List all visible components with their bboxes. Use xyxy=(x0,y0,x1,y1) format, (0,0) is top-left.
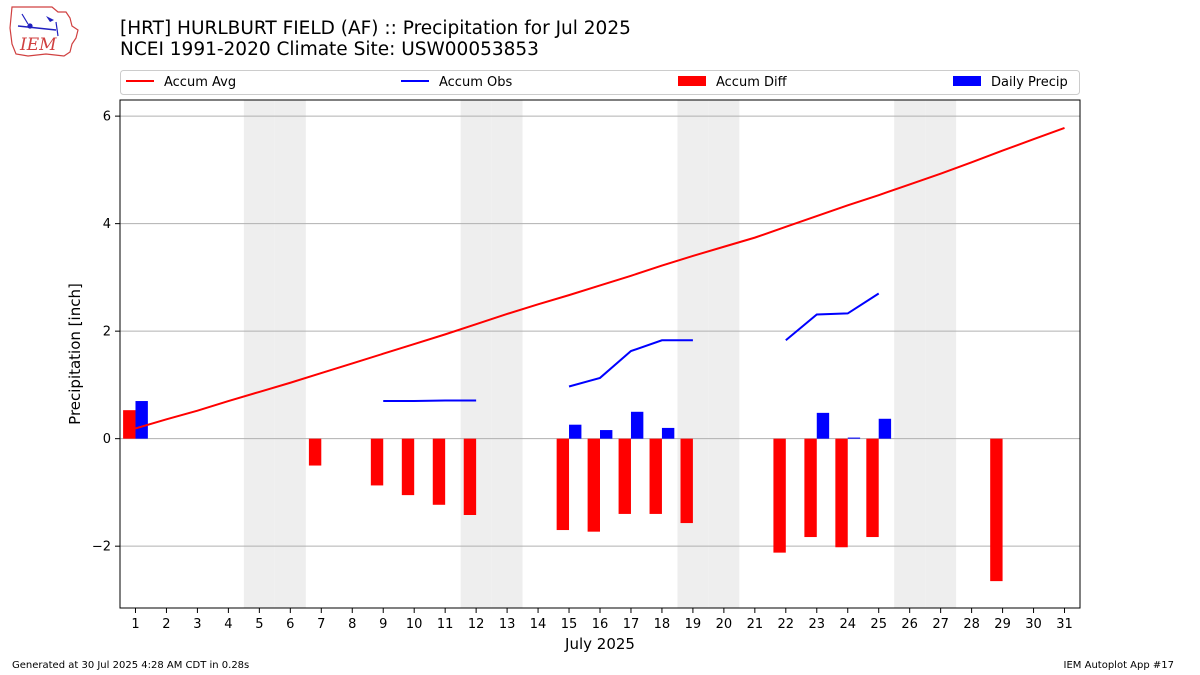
accum-avg-line xyxy=(135,127,1065,430)
iem-logo: IEM xyxy=(9,6,79,57)
daily-precip-bar xyxy=(847,437,861,439)
daily-precip-bar xyxy=(816,412,830,439)
generated-timestamp: Generated at 30 Jul 2025 4:28 AM CDT in … xyxy=(12,660,250,671)
accum-obs-line xyxy=(785,292,880,342)
title-line-2: NCEI 1991-2020 Climate Site: USW00053853 xyxy=(120,39,539,60)
x-tick-label: 2 xyxy=(162,617,170,632)
y-tick-label: 6 xyxy=(103,110,111,125)
x-tick-label: 21 xyxy=(747,617,764,632)
accum-diff-bar xyxy=(649,438,662,514)
accum-diff-bar xyxy=(773,438,786,553)
x-tick-label: 18 xyxy=(654,617,671,632)
daily-precip-bar xyxy=(661,427,675,439)
accum-diff-bar xyxy=(432,438,446,505)
x-tick-label: 16 xyxy=(592,617,609,632)
weekend-band xyxy=(894,100,926,608)
y-tick-label: 0 xyxy=(103,432,111,447)
accum-diff-bar xyxy=(835,438,848,548)
x-tick-label: 23 xyxy=(809,617,826,632)
x-tick-label: 17 xyxy=(623,617,640,632)
x-tick-label: 19 xyxy=(685,617,702,632)
legend-label: Accum Avg xyxy=(164,75,236,90)
accum-diff-bar xyxy=(587,438,600,532)
weekend-band xyxy=(274,100,306,608)
x-tick-label: 31 xyxy=(1056,617,1073,632)
accum-diff-bar xyxy=(401,438,415,496)
weekend-band xyxy=(925,100,957,608)
weekend-band xyxy=(708,100,740,608)
x-tick-label: 24 xyxy=(839,617,856,632)
y-tick-label: −2 xyxy=(92,540,111,555)
legend-swatch xyxy=(678,76,706,86)
daily-precip-bar xyxy=(630,411,644,439)
legend-box xyxy=(120,70,1080,95)
accum-diff-bar xyxy=(618,438,631,514)
weekend-band xyxy=(677,100,709,608)
accum-obs-line xyxy=(383,399,477,403)
x-tick-label: 25 xyxy=(870,617,887,632)
accum-diff-bar xyxy=(308,438,322,466)
y-tick-label: 4 xyxy=(103,217,111,232)
weekend-band xyxy=(460,100,492,608)
y-tick-label: 2 xyxy=(103,325,111,340)
x-tick-label: 10 xyxy=(406,617,423,632)
legend-swatch xyxy=(953,76,981,86)
accum-diff-bar xyxy=(556,438,570,531)
x-tick-label: 20 xyxy=(716,617,733,632)
x-tick-label: 7 xyxy=(317,617,325,632)
accum-diff-bar xyxy=(680,438,693,524)
title-line-1: [HRT] HURLBURT FIELD (AF) :: Precipitati… xyxy=(120,18,631,39)
legend-label: Accum Obs xyxy=(439,75,512,90)
accum-diff-bar xyxy=(990,438,1003,582)
x-tick-label: 30 xyxy=(1025,617,1042,632)
weekend-band xyxy=(491,100,523,608)
accum-diff-bar xyxy=(463,438,477,516)
legend-label: Accum Diff xyxy=(716,75,788,90)
accum-obs-line xyxy=(568,339,693,388)
weekend-band xyxy=(243,100,275,608)
x-tick-label: 12 xyxy=(468,617,485,632)
accum-diff-bar xyxy=(123,410,136,439)
x-tick-label: 6 xyxy=(286,617,294,632)
x-axis-label: July 2025 xyxy=(564,635,635,653)
x-tick-label: 22 xyxy=(778,617,795,632)
daily-precip-bar xyxy=(878,418,892,439)
x-tick-label: 1 xyxy=(131,617,139,632)
x-tick-label: 8 xyxy=(348,617,356,632)
x-tick-label: 27 xyxy=(932,617,949,632)
x-tick-label: 26 xyxy=(901,617,918,632)
x-tick-label: 14 xyxy=(530,617,547,632)
x-tick-label: 3 xyxy=(193,617,201,632)
x-tick-label: 13 xyxy=(499,617,516,632)
daily-precip-bar xyxy=(135,401,148,439)
app-credit: IEM Autoplot App #17 xyxy=(1063,660,1174,671)
daily-precip-bar xyxy=(569,424,582,439)
x-tick-label: 11 xyxy=(437,617,454,632)
svg-text:IEM: IEM xyxy=(19,35,57,55)
x-tick-label: 9 xyxy=(379,617,387,632)
y-axis-label: Precipitation [inch] xyxy=(66,283,84,425)
x-tick-label: 5 xyxy=(255,617,263,632)
daily-precip-bar xyxy=(600,430,613,439)
chart-title: [HRT] HURLBURT FIELD (AF) :: Precipitati… xyxy=(120,18,631,60)
x-tick-label: 4 xyxy=(224,617,232,632)
accum-diff-bar xyxy=(370,438,384,486)
legend-label: Daily Precip xyxy=(991,75,1068,90)
x-tick-label: 15 xyxy=(561,617,578,632)
x-tick-label: 28 xyxy=(963,617,980,632)
x-tick-label: 29 xyxy=(994,617,1011,632)
accum-diff-bar xyxy=(804,438,817,538)
accum-diff-bar xyxy=(866,438,879,538)
